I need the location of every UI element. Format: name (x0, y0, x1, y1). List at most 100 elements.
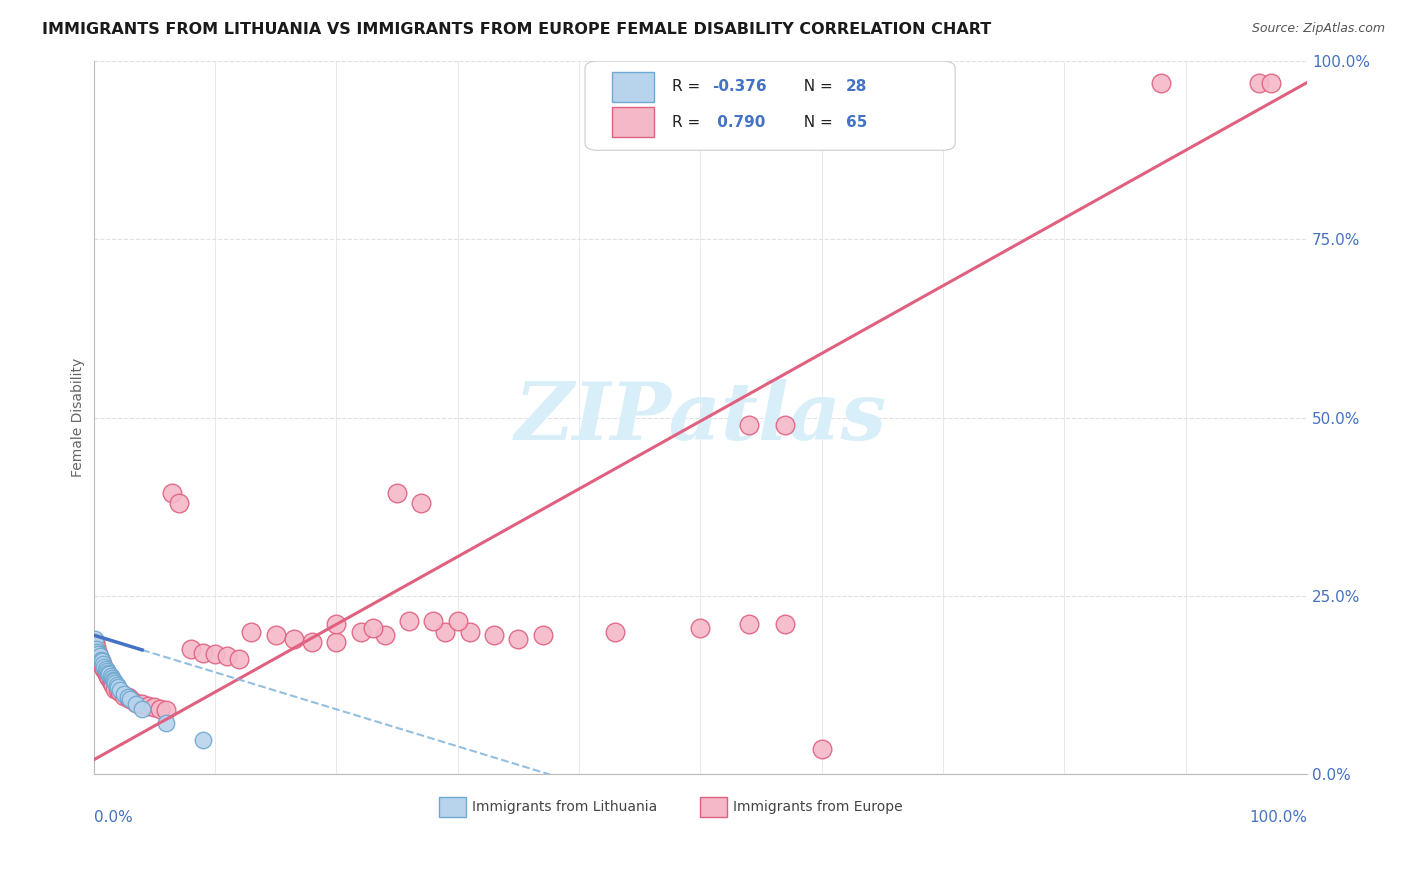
Point (434, 624, 457, 639)
Point (94, 665, 117, 679)
Point (91, 657, 114, 671)
FancyBboxPatch shape (585, 62, 955, 150)
Point (98, 667, 121, 681)
Point (422, 614, 444, 628)
Point (738, 417, 761, 432)
Point (482, 628, 505, 642)
Point (155, 703, 177, 717)
Point (117, 690, 139, 705)
Point (84, 642, 107, 657)
Point (101, 673, 124, 687)
Point (1247, 76, 1270, 90)
Point (283, 632, 305, 646)
Point (105, 678, 128, 692)
Point (100, 676, 122, 690)
Text: 0.0%: 0.0% (94, 810, 132, 825)
Point (89, 651, 111, 665)
Point (101, 678, 124, 692)
Point (325, 617, 347, 632)
Text: 65: 65 (846, 115, 868, 129)
Point (96, 664, 118, 678)
Point (87, 648, 110, 662)
Point (228, 651, 250, 665)
Point (531, 628, 554, 642)
Point (93, 662, 115, 676)
Point (103, 674, 125, 689)
Point (204, 648, 226, 662)
Text: 28: 28 (846, 79, 868, 95)
Point (508, 632, 530, 646)
Point (738, 617, 761, 632)
Point (349, 624, 371, 639)
Point (264, 628, 287, 642)
Point (91, 657, 114, 671)
Point (84, 640, 107, 655)
Point (125, 698, 148, 712)
Point (215, 649, 238, 664)
Point (104, 676, 127, 690)
Point (118, 692, 141, 706)
Bar (612, 107, 654, 137)
Point (110, 683, 132, 698)
Y-axis label: Female Disability: Female Disability (72, 358, 86, 477)
Text: N =: N = (794, 115, 838, 129)
Point (83, 635, 105, 649)
Point (94, 662, 117, 676)
Text: R =: R = (672, 115, 706, 129)
Point (167, 496, 190, 510)
Point (398, 614, 420, 628)
Text: R =: R = (672, 79, 706, 95)
Bar (700, 797, 727, 817)
Point (90, 653, 112, 667)
Point (100, 673, 122, 687)
Point (93, 660, 115, 674)
Point (89, 649, 111, 664)
Point (689, 621, 711, 635)
Point (136, 698, 159, 713)
Point (1150, 76, 1173, 90)
Point (605, 624, 627, 639)
Text: 100.0%: 100.0% (1249, 810, 1308, 825)
Point (117, 690, 139, 705)
Point (191, 733, 214, 747)
Text: Immigrants from Lithuania: Immigrants from Lithuania (472, 800, 658, 814)
Point (83, 632, 105, 646)
Point (361, 621, 384, 635)
Text: 0.790: 0.790 (713, 115, 766, 129)
Point (411, 496, 433, 510)
Point (810, 742, 832, 756)
Text: Source: ZipAtlas.com: Source: ZipAtlas.com (1251, 22, 1385, 36)
Point (191, 646, 214, 660)
Point (131, 698, 153, 712)
Point (98, 671, 121, 685)
Point (131, 701, 153, 715)
Point (91, 660, 114, 674)
Text: ZIPatlas: ZIPatlas (515, 379, 886, 457)
Point (125, 696, 148, 710)
Point (118, 692, 141, 706)
Point (143, 700, 166, 714)
Point (180, 642, 202, 657)
Point (112, 689, 135, 703)
Point (104, 681, 127, 696)
Bar (440, 797, 467, 817)
Point (87, 648, 110, 662)
Point (374, 628, 396, 642)
Text: N =: N = (794, 79, 838, 95)
Point (385, 485, 408, 500)
Point (86, 644, 108, 658)
Point (86, 644, 108, 658)
Point (107, 683, 129, 698)
Point (149, 701, 172, 715)
Point (112, 687, 135, 701)
Point (775, 417, 797, 432)
Text: -0.376: -0.376 (713, 79, 768, 95)
Point (1260, 76, 1282, 90)
Point (162, 485, 184, 500)
Point (90, 655, 112, 669)
Point (100, 671, 122, 685)
Point (96, 667, 118, 681)
Point (91, 655, 114, 669)
Point (301, 635, 323, 649)
Point (240, 624, 263, 639)
